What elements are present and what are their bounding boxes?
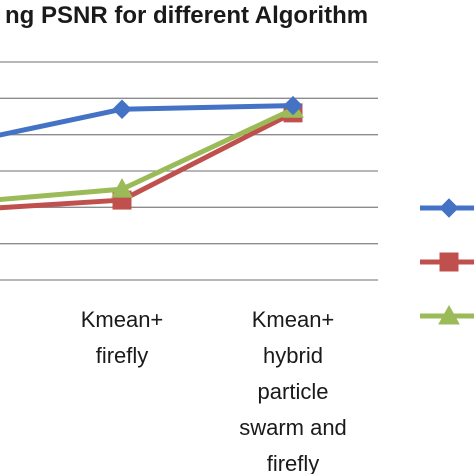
legend-marker <box>438 304 460 325</box>
data-point <box>112 99 132 119</box>
legend <box>420 198 474 325</box>
chart-title: ng PSNR for different Algorithm <box>5 2 368 29</box>
series-line <box>0 103 294 138</box>
x-tick-label: Kmean+ firefly <box>81 307 164 368</box>
data-point <box>111 178 133 198</box>
data-point <box>283 95 303 116</box>
legend-marker <box>439 252 459 272</box>
legend-marker <box>439 198 459 218</box>
x-tick-label: Kmean+ hybrid particle swarm and firefly <box>239 307 347 474</box>
gridlines <box>0 61 378 281</box>
series-layer <box>0 95 304 211</box>
x-axis-tick-labels: Kmean+ firefly Kmean+ hybrid particle swarm a… <box>81 307 347 474</box>
